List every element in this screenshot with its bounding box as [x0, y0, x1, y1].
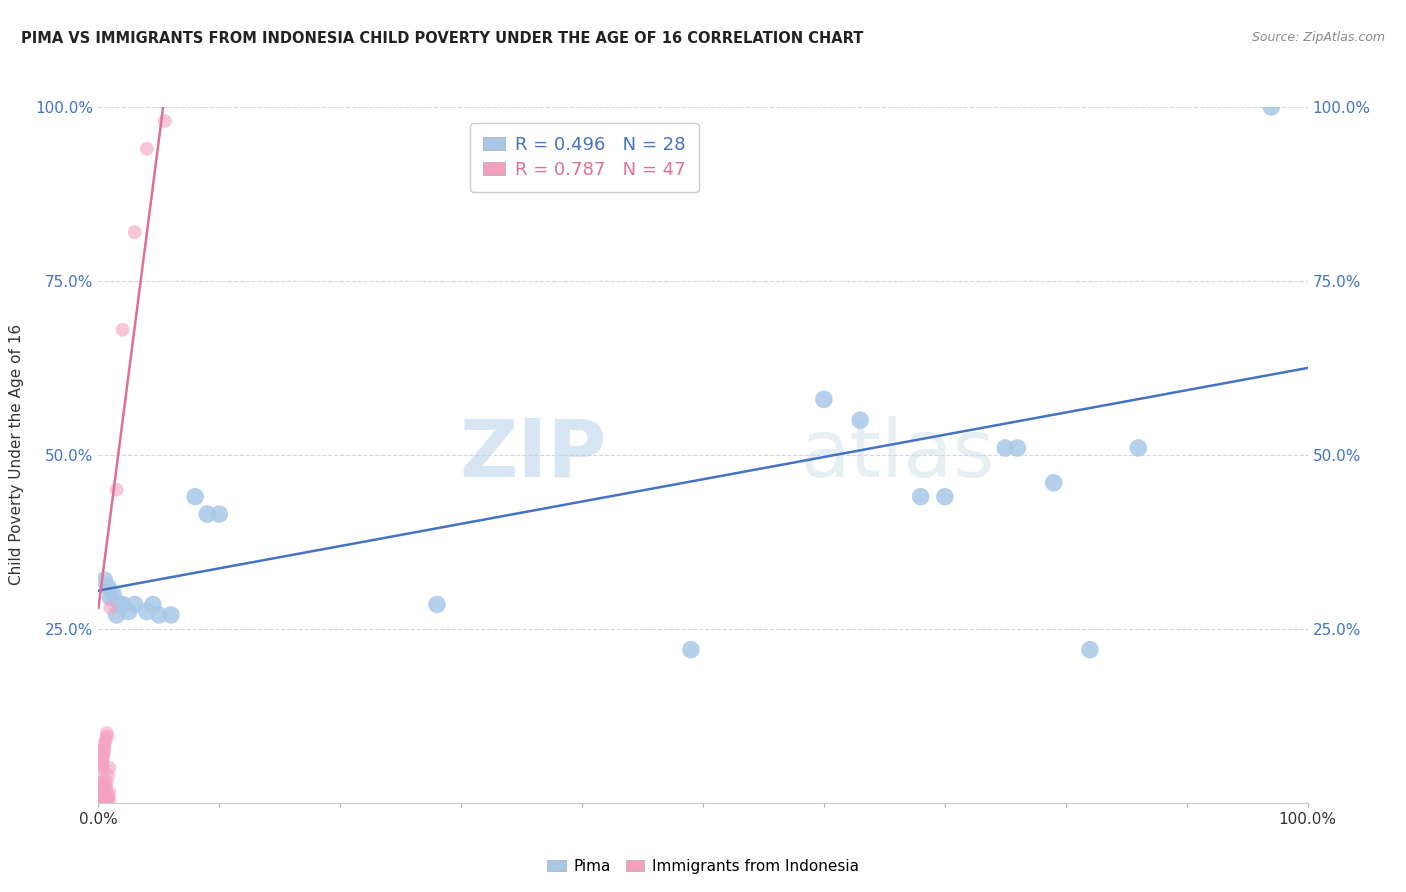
Point [91, 757, 114, 772]
Point [93, 573, 115, 587]
Point [679, 642, 702, 657]
Point [208, 507, 231, 521]
Point [91, 781, 114, 796]
Point [849, 413, 872, 427]
Point [105, 607, 128, 622]
Point [90, 792, 112, 806]
Point [93, 737, 115, 751]
Point [1078, 642, 1101, 657]
Point [91, 781, 114, 796]
Legend: R = 0.496   N = 28, R = 0.787   N = 47: R = 0.496 N = 28, R = 0.787 N = 47 [470, 123, 699, 192]
Point [195, 507, 218, 521]
Point [94, 792, 117, 806]
Point [426, 598, 449, 612]
Point [96, 726, 118, 740]
Legend: Pima, Immigrants from Indonesia: Pima, Immigrants from Indonesia [541, 853, 865, 880]
Point [91, 747, 114, 761]
Point [93, 744, 115, 758]
Text: atlas: atlas [800, 416, 994, 494]
Point [934, 490, 956, 504]
Point [93, 785, 115, 799]
Point [994, 441, 1017, 455]
Point [91, 789, 114, 803]
Point [100, 601, 122, 615]
Point [90, 785, 112, 799]
Point [96, 792, 118, 806]
Point [100, 591, 122, 605]
Point [1260, 100, 1282, 114]
Point [90, 778, 112, 792]
Point [111, 598, 134, 612]
Point [910, 490, 932, 504]
Point [124, 225, 146, 239]
Point [98, 792, 121, 806]
Point [160, 607, 183, 622]
Text: Source: ZipAtlas.com: Source: ZipAtlas.com [1251, 31, 1385, 45]
Point [105, 483, 128, 497]
Point [93, 740, 115, 755]
Point [90, 775, 112, 789]
Point [98, 785, 121, 799]
Point [96, 730, 118, 744]
Point [153, 114, 176, 128]
Point [90, 789, 112, 803]
Point [97, 768, 120, 782]
Point [813, 392, 835, 407]
Point [98, 761, 121, 775]
Point [111, 323, 134, 337]
Point [1128, 441, 1150, 455]
Point [96, 785, 118, 799]
Point [1007, 441, 1029, 455]
Point [97, 580, 120, 594]
Text: ZIP: ZIP [458, 416, 606, 494]
Point [142, 598, 165, 612]
Point [94, 733, 117, 747]
Point [91, 768, 114, 782]
Point [118, 605, 141, 619]
Point [91, 761, 114, 775]
Point [148, 607, 170, 622]
Point [97, 792, 120, 806]
Y-axis label: Child Poverty Under the Age of 16: Child Poverty Under the Age of 16 [10, 325, 24, 585]
Point [108, 598, 131, 612]
Point [97, 789, 120, 803]
Point [184, 490, 207, 504]
Point [94, 778, 117, 792]
Point [96, 775, 118, 789]
Point [90, 781, 112, 796]
Point [93, 778, 115, 792]
Point [89, 792, 111, 806]
Text: PIMA VS IMMIGRANTS FROM INDONESIA CHILD POVERTY UNDER THE AGE OF 16 CORRELATION : PIMA VS IMMIGRANTS FROM INDONESIA CHILD … [21, 31, 863, 46]
Point [91, 792, 114, 806]
Point [91, 754, 114, 768]
Point [91, 750, 114, 764]
Point [91, 789, 114, 803]
Point [101, 587, 124, 601]
Point [135, 605, 157, 619]
Point [91, 792, 114, 806]
Point [124, 598, 146, 612]
Point [91, 785, 114, 799]
Point [135, 142, 157, 156]
Point [1042, 475, 1064, 490]
Point [94, 789, 117, 803]
Point [93, 792, 115, 806]
